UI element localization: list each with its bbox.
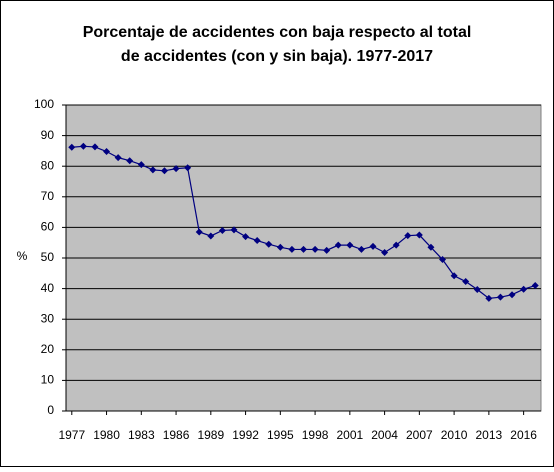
data-point [392, 241, 400, 249]
data-point [450, 272, 458, 280]
x-tick-label: 1989 [197, 428, 224, 442]
data-point [346, 241, 354, 249]
data-point [126, 157, 134, 165]
data-point [242, 233, 250, 241]
data-point [496, 293, 504, 301]
y-tick-label: 80 [41, 158, 55, 172]
x-tick-label: 1983 [128, 428, 155, 442]
chart-title: Porcentaje de accidentes con baja respec… [83, 24, 472, 41]
data-point [265, 240, 273, 248]
y-tick-label: 0 [47, 403, 54, 417]
data-point [230, 226, 238, 234]
data-point [149, 166, 157, 174]
y-tick-label: 10 [41, 373, 55, 387]
y-tick-label: 40 [41, 281, 55, 295]
data-point [195, 228, 203, 236]
data-point [334, 241, 342, 249]
data-point [357, 245, 365, 253]
data-point [415, 231, 423, 239]
data-point [79, 142, 87, 150]
y-tick-label: 20 [41, 342, 55, 356]
x-tick-label: 2016 [510, 428, 537, 442]
x-tick-label: 1977 [58, 428, 85, 442]
data-point [404, 232, 412, 240]
data-point [300, 245, 307, 253]
data-point [473, 286, 481, 294]
data-point [103, 148, 111, 156]
data-point [427, 243, 435, 251]
x-tick-label: 2010 [441, 428, 468, 442]
x-tick-label: 1995 [267, 428, 294, 442]
y-axis-label: % [17, 249, 28, 263]
data-point [288, 245, 296, 253]
x-tick-label: 2001 [336, 428, 363, 442]
data-point [276, 243, 284, 251]
data-point [381, 248, 389, 256]
y-tick-label: 50 [41, 250, 55, 264]
x-tick-label: 1986 [163, 428, 190, 442]
chart-title: de accidentes (con y sin baja). 1977-201… [121, 48, 433, 65]
data-point [218, 226, 226, 234]
data-point [114, 154, 122, 162]
data-point [253, 237, 261, 245]
data-point [520, 285, 528, 293]
x-tick-label: 1992 [232, 428, 259, 442]
data-point [184, 164, 192, 172]
data-point [508, 291, 516, 299]
data-point [91, 143, 99, 151]
x-tick-label: 1998 [302, 428, 329, 442]
y-tick-label: 100 [34, 97, 54, 111]
data-point [207, 232, 215, 240]
y-tick-label: 90 [41, 128, 55, 142]
y-tick-label: 30 [41, 311, 55, 325]
y-tick-label: 70 [41, 189, 55, 203]
data-point [68, 143, 76, 151]
data-point [137, 161, 145, 169]
data-point [485, 294, 493, 302]
data-point [160, 167, 168, 175]
data-point [369, 242, 377, 250]
x-tick-label: 2007 [406, 428, 433, 442]
data-point [172, 165, 180, 173]
y-tick-label: 60 [41, 220, 55, 234]
data-point [323, 246, 331, 254]
data-point [531, 282, 539, 290]
data-point [462, 278, 470, 286]
x-tick-label: 1980 [93, 428, 120, 442]
x-tick-label: 2004 [371, 428, 398, 442]
x-tick-label: 2013 [476, 428, 503, 442]
data-point [439, 256, 447, 264]
data-point [311, 245, 319, 253]
